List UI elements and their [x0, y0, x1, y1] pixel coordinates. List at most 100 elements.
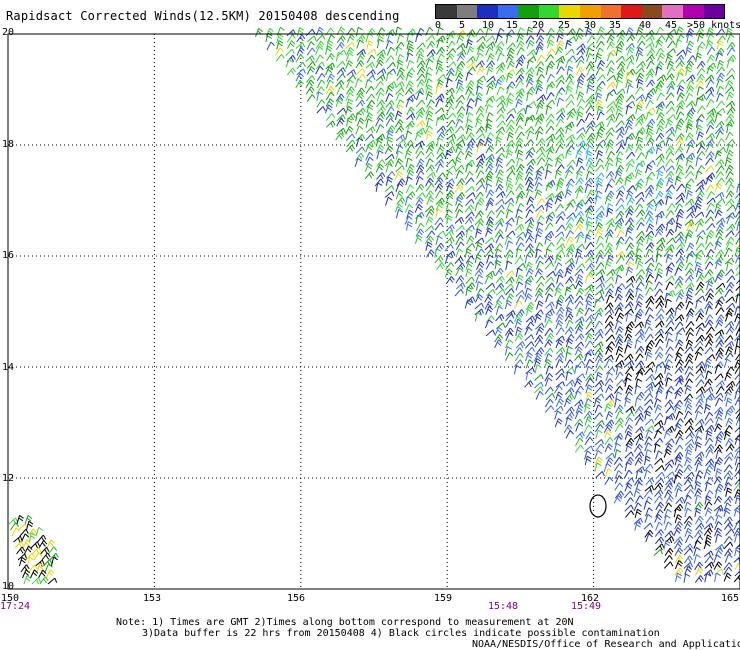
wind-barb [706, 118, 716, 127]
wind-barb [654, 373, 664, 381]
wind-barb [716, 66, 726, 75]
wind-barb [716, 35, 726, 44]
legend-swatch [456, 5, 478, 18]
wind-barb [575, 263, 586, 271]
wind-barb [484, 98, 494, 107]
wind-barb [586, 132, 596, 141]
wind-barb [385, 176, 393, 186]
wind-barb [724, 247, 733, 257]
wind-barb [634, 371, 644, 380]
wind-barb [556, 97, 564, 107]
wind-barb [365, 61, 375, 69]
wind-barb [376, 53, 385, 63]
wind-barb [534, 293, 544, 303]
wind-barb [454, 184, 464, 193]
wind-barb [416, 27, 425, 37]
wind-barb [695, 366, 705, 374]
wind-barb [714, 373, 724, 381]
wind-barb [415, 183, 425, 193]
wind-barb [685, 287, 694, 297]
wind-barb [406, 40, 414, 50]
wind-barb [685, 152, 696, 160]
wind-barb [585, 42, 596, 50]
wind-barb [665, 290, 676, 297]
wind-barb [446, 48, 457, 56]
wind-barb [345, 52, 354, 62]
wind-barb [614, 320, 623, 330]
wind-barb [535, 41, 544, 51]
wind-barb [605, 367, 616, 375]
wind-barb [575, 66, 585, 76]
wind-barb [595, 172, 605, 180]
wind-barb [355, 152, 365, 161]
wind-barb [404, 87, 414, 96]
wind-barb [375, 87, 385, 96]
wind-barb [655, 39, 664, 49]
wind-barb [573, 378, 583, 388]
wind-barb [395, 209, 404, 219]
wind-barb [465, 276, 475, 284]
wind-barb [356, 107, 366, 116]
wind-barb [564, 267, 573, 277]
wind-barb [554, 287, 562, 297]
wind-barb [553, 385, 563, 394]
wind-barb [645, 99, 654, 109]
wind-barb [436, 145, 445, 154]
wind-barb [725, 296, 735, 304]
wind-barb [575, 316, 585, 324]
wind-barb [615, 236, 625, 245]
wind-barb [685, 321, 695, 329]
wind-barb [355, 26, 363, 37]
wind-barb [525, 234, 534, 244]
wind-barb [514, 318, 523, 329]
wind-barb [635, 72, 645, 82]
wind-barb [694, 561, 703, 570]
wind-barb [655, 153, 665, 161]
wind-barb [705, 339, 714, 348]
wind-barb [455, 139, 466, 147]
wind-barb [686, 222, 695, 231]
wind-barb [535, 165, 545, 174]
wind-barb [306, 75, 316, 83]
wind-barb [653, 437, 664, 446]
wind-barb [704, 157, 714, 166]
wind-barb [455, 209, 464, 219]
wind-barb [505, 29, 515, 37]
wind-barb [685, 47, 693, 57]
wind-barb [685, 100, 696, 108]
wind-barb [636, 209, 646, 218]
wind-barb [436, 26, 444, 37]
wind-barb [276, 40, 284, 50]
wind-barb [563, 398, 572, 408]
wind-barb [594, 404, 603, 414]
wind-barb [594, 333, 604, 342]
wind-barb [625, 442, 633, 453]
wind-barb [515, 267, 523, 278]
wind-barb [486, 289, 496, 297]
wind-barb [38, 539, 48, 549]
wind-barb [686, 242, 695, 252]
wind-barb [645, 273, 654, 283]
wind-barb [595, 177, 603, 187]
wind-barb [536, 152, 546, 160]
wind-barb [576, 165, 585, 174]
wind-barb [48, 546, 58, 555]
wind-barb [564, 189, 572, 199]
wind-barb [455, 125, 465, 134]
wind-barb [645, 190, 654, 199]
wind-barb [603, 424, 613, 433]
wind-barb [586, 52, 594, 62]
wind-barb [604, 183, 613, 193]
wind-barb [634, 178, 645, 187]
wind-barb [703, 550, 714, 558]
wind-barb [585, 359, 594, 368]
wind-barb [494, 229, 504, 238]
wind-barb [455, 100, 464, 109]
wind-barb [456, 34, 465, 44]
wind-barb [366, 99, 376, 108]
wind-barb [685, 123, 693, 133]
wind-barb [625, 510, 635, 518]
wind-barb [585, 170, 594, 181]
wind-barb [355, 60, 365, 69]
wind-barb [665, 210, 675, 219]
